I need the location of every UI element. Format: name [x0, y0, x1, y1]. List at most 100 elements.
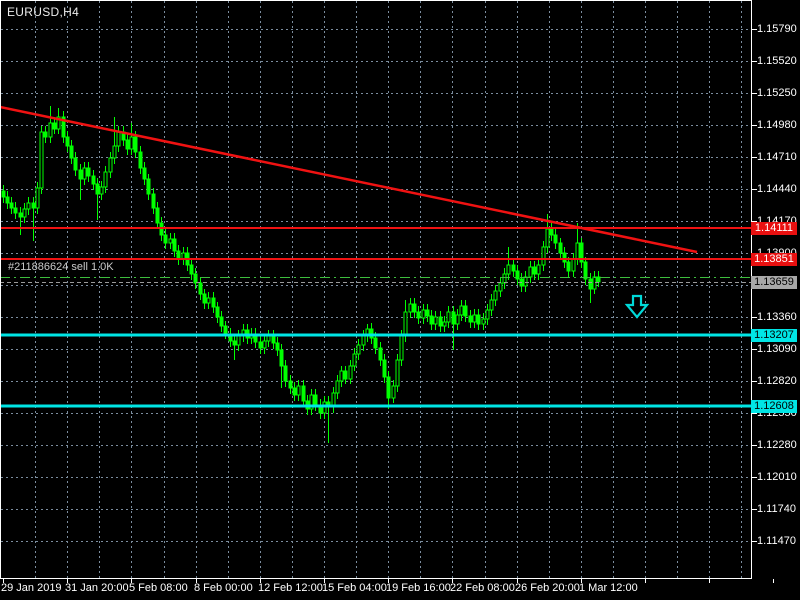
sell-signal-arrow-icon[interactable]: [624, 294, 650, 319]
candle-bear: [65, 136, 70, 147]
candle-bear: [1, 190, 6, 198]
candle-bear: [211, 297, 216, 308]
candle-bear: [271, 335, 276, 344]
candle-bull: [528, 266, 533, 278]
support-line-lower-badge: 1.12608: [751, 400, 797, 413]
candle-bull: [352, 353, 357, 367]
candle-bull: [56, 116, 61, 130]
time-tick-label: 1 Mar 12:00: [579, 582, 638, 594]
price-tick-label: 1.13090: [757, 343, 797, 355]
descending-trendline[interactable]: [0, 105, 698, 254]
candle-bear: [549, 228, 554, 236]
candle-bull: [498, 282, 503, 292]
candle-bear: [232, 340, 237, 346]
price-tick-label: 1.14980: [757, 119, 797, 131]
candle-bull: [489, 299, 494, 311]
candle-bear: [558, 242, 563, 254]
candle-bear: [142, 167, 147, 180]
candle-bear: [73, 157, 78, 171]
candle-bull: [408, 303, 413, 313]
candle-bull: [485, 309, 490, 320]
candle-bear: [463, 305, 468, 317]
candle-bull: [356, 344, 361, 355]
candle-bear: [52, 122, 57, 130]
plot-frame: [0, 0, 752, 579]
candle-bear: [5, 196, 10, 204]
candle-bull: [536, 264, 541, 275]
time-tick-label: 8 Feb 00:00: [194, 582, 253, 594]
candle-bear: [596, 276, 601, 283]
price-tick-label: 1.15790: [757, 23, 797, 35]
candle-bull: [296, 385, 301, 396]
candle-bear: [288, 380, 293, 389]
candle-bull: [236, 335, 241, 346]
price-tick-label: 1.11740: [757, 503, 796, 515]
candle-bull: [99, 186, 104, 195]
candle-bear: [425, 309, 430, 317]
candle-bear: [292, 387, 297, 396]
price-tick-label: 1.14710: [757, 151, 797, 163]
candle-bull: [541, 246, 546, 266]
candle-bull: [571, 258, 576, 272]
candle-bull: [82, 167, 87, 180]
candle-bull: [108, 157, 113, 173]
resistance-line-upper-badge: 1.14111: [751, 222, 797, 235]
candle-bear: [78, 169, 83, 180]
candle-bull: [442, 321, 447, 327]
candle-bear: [382, 359, 387, 378]
candle-bull: [446, 311, 451, 323]
candle-bear: [95, 183, 100, 195]
candle-bear: [13, 207, 18, 214]
time-tick-label: 22 Feb 08:00: [450, 582, 515, 594]
candle-bear: [412, 303, 417, 313]
candle-bull: [26, 202, 31, 210]
time-tick-label: 26 Feb 20:00: [515, 582, 580, 594]
candle-bull: [459, 305, 464, 316]
candle-bear: [69, 145, 74, 159]
price-tick-label: 1.12820: [757, 375, 797, 387]
candle-bear: [313, 394, 318, 406]
candle-bull: [262, 340, 267, 349]
candle-bull: [403, 311, 408, 337]
resistance-line-lower-badge: 1.13851: [751, 253, 797, 266]
candle-bull: [493, 290, 498, 301]
candle-bear: [588, 278, 593, 290]
candle-bear: [283, 365, 288, 382]
time-tick-label: 5 Feb 08:00: [129, 582, 188, 594]
candle-bear: [275, 342, 280, 351]
candle-bull: [502, 273, 507, 284]
candle-bear: [151, 193, 156, 209]
candle-bear: [61, 116, 66, 138]
candle-bull: [112, 145, 117, 159]
open-order-label: #211886624 sell 1.0K: [8, 261, 114, 273]
candle-bull: [361, 335, 366, 346]
candle-bear: [416, 311, 421, 319]
candle-bear: [223, 325, 228, 335]
time-tick-label: 19 Feb 16:00: [386, 582, 451, 594]
candle-bear: [386, 376, 391, 399]
candle-bear: [189, 264, 194, 275]
candle-bull: [399, 335, 404, 361]
time-tick-label: 29 Jan 2019: [1, 582, 62, 594]
candle-bull: [339, 370, 344, 382]
candle-bear: [155, 207, 160, 224]
time-tick-label: 31 Jan 20:00: [65, 582, 129, 594]
candle-bear: [172, 238, 177, 252]
time-tick-label: 12 Feb 12:00: [258, 582, 323, 594]
candle-bear: [451, 311, 456, 325]
candle-bull: [22, 208, 27, 218]
candle-bear: [215, 306, 220, 318]
candle-bull: [168, 238, 173, 244]
bid-price-line-badge: 1.13659: [751, 276, 797, 289]
candle-bull: [421, 309, 426, 319]
candle-bull: [335, 380, 340, 394]
candle-bull: [103, 171, 108, 188]
candle-bull: [48, 122, 53, 138]
candle-bull: [472, 314, 477, 323]
candle-bull: [481, 318, 486, 325]
candle-bear: [566, 261, 571, 272]
candle-bear: [583, 261, 588, 280]
candle-bear: [125, 139, 130, 150]
